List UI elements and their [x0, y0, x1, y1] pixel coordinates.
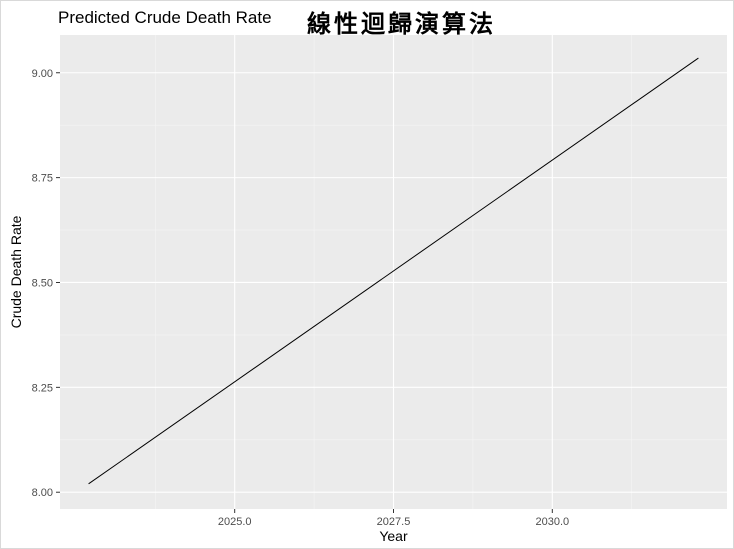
series-line — [88, 57, 699, 485]
y-tick-label: 8.75 — [32, 173, 53, 185]
y-tick-label: 8.00 — [32, 487, 53, 499]
y-tick-label: 8.25 — [32, 382, 53, 394]
chart-title: Predicted Crude Death Rate — [58, 8, 272, 27]
y-tick-label: 8.50 — [32, 277, 53, 289]
x-tick-label: 2027.5 — [377, 516, 411, 528]
x-tick-label: 2030.0 — [535, 516, 569, 528]
x-tick-label: 2025.0 — [218, 516, 252, 528]
chart-subtitle: 線性迴歸演算法 — [307, 9, 496, 38]
x-axis-title: Year — [379, 528, 408, 544]
y-tick-label: 9.00 — [32, 68, 53, 80]
series-layer — [88, 57, 699, 485]
axes: 2025.0 2027.5 2030.0 8.00 8.25 8.50 8.75 9.00 — [32, 68, 570, 528]
grid-lines — [60, 35, 727, 509]
y-axis-title: Crude Death Rate — [8, 215, 24, 328]
